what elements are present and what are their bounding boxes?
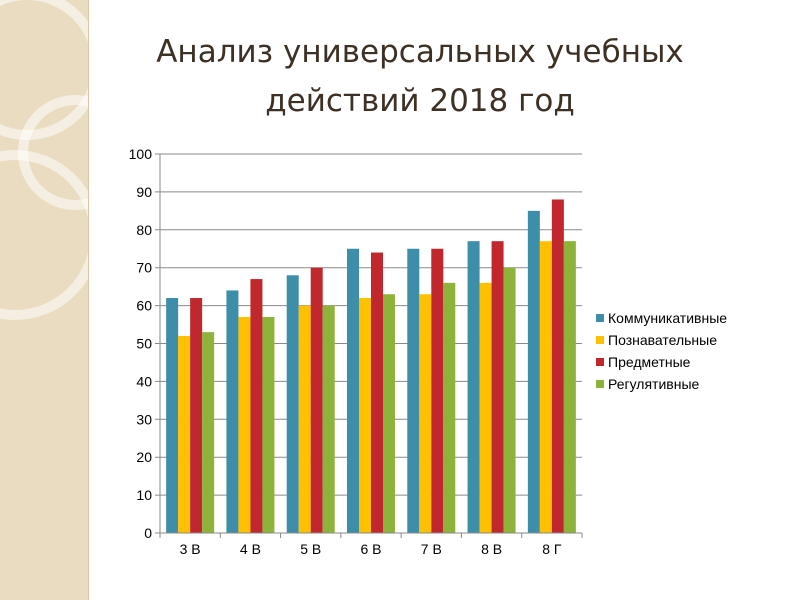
bar-2-2 [238, 316, 251, 533]
bar-4-4 [383, 294, 395, 533]
y-tick-label: 60 [136, 298, 152, 314]
y-tick-label: 100 [129, 146, 153, 162]
chart-axes: 0 10 20 30 40 50 60 70 80 90 100 3 В 4 В 5 В 6 В 7 В 8 В… [129, 146, 583, 557]
bar-1-1 [166, 298, 179, 533]
x-tick-label: 3 В [180, 541, 201, 557]
x-tick-label: 6 В [360, 541, 381, 557]
bar-3-3 [310, 267, 323, 533]
x-tick-label: 4 В [240, 541, 261, 557]
bar-3-1 [190, 298, 203, 533]
bar-2-7 [539, 241, 552, 534]
legend-swatch [596, 380, 604, 388]
legend-swatch [596, 314, 604, 322]
bar-3-7 [551, 199, 564, 534]
bar-2-4 [359, 298, 371, 533]
bar-1-7 [527, 210, 540, 533]
bar-4-5 [443, 282, 456, 533]
bar-4-1 [202, 332, 215, 533]
chart-legend: Коммуникативные Познавательные Предметные Р… [596, 310, 727, 392]
bar-2-5 [419, 294, 432, 533]
y-tick-label: 30 [136, 411, 152, 427]
y-tick-label: 70 [136, 260, 152, 276]
legend-swatch [596, 358, 604, 366]
legend-label: Познавательные [608, 332, 717, 348]
y-tick-label: 40 [136, 373, 152, 389]
slide-title-line-1: Анализ универсальных учебных [156, 34, 684, 70]
decorative-side-panel [0, 0, 89, 600]
bar-3-2 [250, 279, 263, 533]
bar-2-3 [298, 305, 311, 533]
bar-1-3 [286, 275, 299, 533]
bar-2-1 [178, 335, 191, 533]
y-tick-label: 10 [136, 487, 152, 503]
y-tick-label: 50 [136, 336, 152, 352]
x-tick-label: 7 В [421, 541, 442, 557]
bar-1-2 [226, 290, 239, 533]
legend-swatch [596, 336, 604, 344]
x-tick-label: 8 Г [542, 541, 562, 557]
bar-3-5 [431, 248, 444, 533]
legend-label: Предметные [608, 354, 691, 370]
bar-1-5 [407, 248, 420, 533]
x-tick-label: 8 В [481, 541, 502, 557]
x-tick-label: 5 В [300, 541, 321, 557]
bar-1-4 [347, 248, 359, 533]
bar-1-6 [467, 241, 480, 534]
y-tick-label: 0 [144, 525, 152, 541]
slide-title-line-2: действий 2018 год [265, 83, 575, 119]
y-tick-label: 90 [136, 184, 152, 200]
y-tick-label: 20 [136, 449, 152, 465]
y-tick-label: 80 [136, 222, 152, 238]
slide-title: Анализ универсальных учебных действий 20… [120, 28, 720, 126]
bar-4-2 [262, 316, 275, 533]
bar-4-6 [503, 267, 516, 533]
bar-4-7 [563, 241, 576, 534]
legend-label: Регулятивные [608, 376, 700, 392]
bar-3-4 [371, 252, 383, 534]
chart-bars [166, 199, 576, 534]
bar-4-3 [322, 305, 335, 533]
legend-label: Коммуникативные [608, 310, 727, 326]
bar-3-6 [491, 241, 504, 534]
bar-2-6 [479, 282, 492, 533]
